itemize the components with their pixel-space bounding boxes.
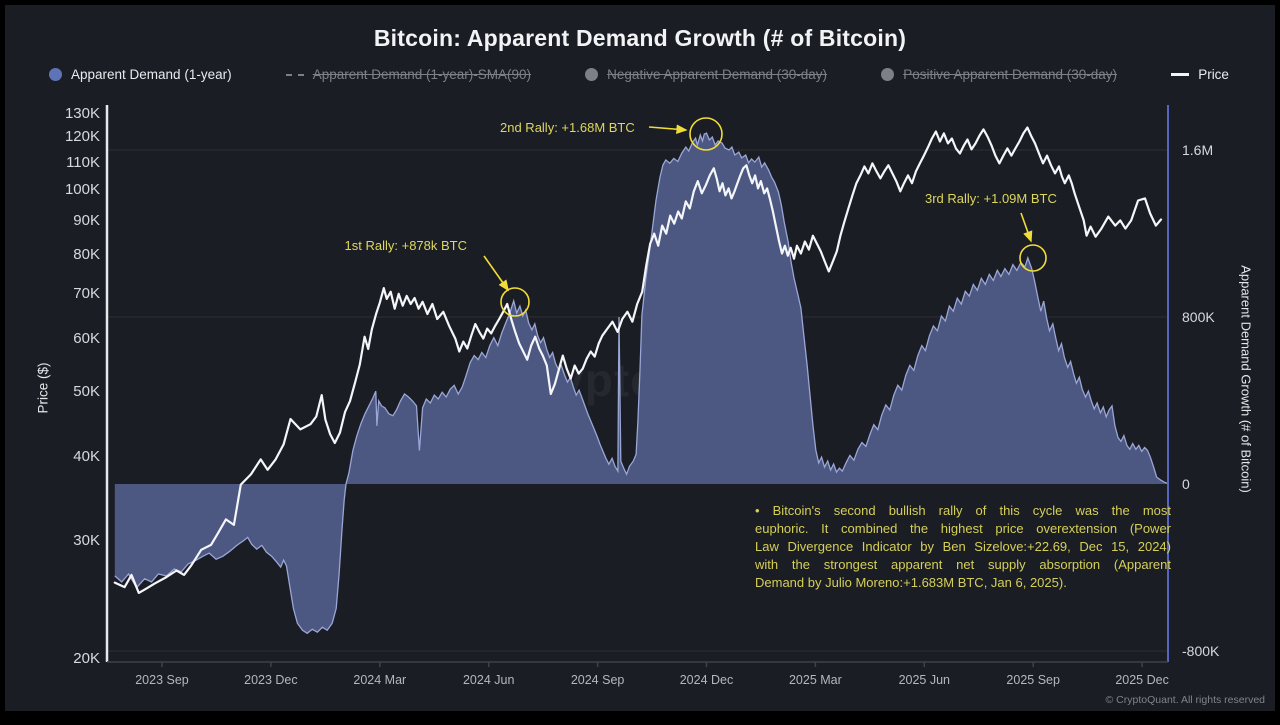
- copyright-text: © CryptoQuant. All rights reserved: [1105, 694, 1265, 706]
- left-axis-tick: 130K: [64, 105, 100, 122]
- right-axis-tick: -800K: [1182, 643, 1220, 659]
- x-axis-tick: 2024 Jun: [462, 673, 515, 687]
- legend-dot-icon: [585, 68, 599, 81]
- right-axis-tick: 800K: [1182, 309, 1215, 325]
- annotation-rally2-label: 2nd Rally: +1.68M BTC: [500, 120, 635, 135]
- legend-dot-icon: [881, 68, 895, 81]
- legend-label: Apparent Demand (1-year): [71, 67, 232, 82]
- x-axis-tick: 2025 Jun: [898, 673, 951, 687]
- x-axis-tick: 2024 Sep: [570, 673, 625, 687]
- chart-card: Bitcoin: Apparent Demand Growth (# of Bi…: [5, 5, 1275, 711]
- left-axis-tick: 110K: [66, 153, 100, 171]
- legend-line-icon: [1171, 73, 1190, 76]
- x-axis-tick: 2023 Sep: [135, 673, 189, 687]
- annotation-rally3-label: 3rd Rally: +1.09M BTC: [925, 191, 1057, 206]
- note-line: • Bitcoin's second bullish rally of this…: [755, 503, 1171, 518]
- left-axis-tick: 20K: [73, 650, 100, 667]
- legend-item-negative-apparent-demand[interactable]: Negative Apparent Demand (30-day): [585, 67, 827, 82]
- note-line: Law Divergence Indicator by Ben Sizelove…: [755, 539, 1171, 554]
- left-axis-tick: 100K: [64, 181, 100, 199]
- annotation-rally1-label: 1st Rally: +878k BTC: [344, 238, 467, 253]
- left-axis-tick: 70K: [73, 285, 100, 303]
- legend-label: Positive Apparent Demand (30-day): [903, 67, 1118, 82]
- legend-item-positive-apparent-demand[interactable]: Positive Apparent Demand (30-day): [881, 67, 1117, 82]
- legend-dot-icon: [49, 68, 62, 81]
- right-axis-tick: 1.6M: [1182, 142, 1214, 158]
- right-axis-tick: 0: [1182, 476, 1190, 492]
- left-axis-title: Price ($): [35, 362, 51, 414]
- note-line: with the strongest apparent net supply a…: [755, 557, 1171, 572]
- legend-label: Apparent Demand (1-year)-SMA(90): [312, 67, 532, 82]
- legend-label: Negative Apparent Demand (30-day): [607, 67, 828, 82]
- left-axis-tick: 80K: [73, 246, 100, 264]
- left-axis-tick: 40K: [73, 448, 100, 466]
- right-axis-title: Apparent Demand Growth (# of Bitcoin): [1238, 265, 1254, 493]
- left-axis-tick: 90K: [73, 212, 100, 230]
- left-axis-tick: 50K: [73, 383, 100, 401]
- legend-item-apparent-demand-sma90[interactable]: Apparent Demand (1-year)-SMA(90): [285, 67, 532, 82]
- note-line: Demand by Julio Moreno:+1.683M BTC, Jan …: [755, 575, 1067, 590]
- legend-item-price[interactable]: Price: [1171, 67, 1229, 82]
- left-axis-tick: 30K: [73, 531, 100, 549]
- legend-label: Price: [1198, 67, 1229, 82]
- x-axis-tick: 2024 Dec: [679, 673, 734, 687]
- legend-dash-icon: [285, 73, 304, 76]
- annotation-note: • Bitcoin's second bullish rally of this…: [755, 502, 1171, 592]
- x-axis-tick: 2025 Sep: [1006, 673, 1060, 687]
- chart-title: Bitcoin: Apparent Demand Growth (# of Bi…: [373, 25, 907, 51]
- x-axis-tick: 2025 Dec: [1115, 673, 1169, 687]
- legend-item-apparent-demand-1y[interactable]: Apparent Demand (1-year): [49, 67, 232, 82]
- left-axis-tick: 120K: [64, 128, 100, 146]
- x-axis-tick: 2023 Dec: [244, 673, 298, 687]
- price-demand-chart[interactable]: [5, 5, 1280, 725]
- x-axis-tick: 2025 Mar: [788, 673, 842, 687]
- left-axis-tick: 60K: [73, 330, 100, 348]
- x-axis-tick: 2024 Mar: [353, 673, 407, 687]
- legend: Apparent Demand (1-year) Apparent Demand…: [49, 67, 1229, 82]
- note-line: euphoric. It combined the highest price …: [755, 521, 1171, 536]
